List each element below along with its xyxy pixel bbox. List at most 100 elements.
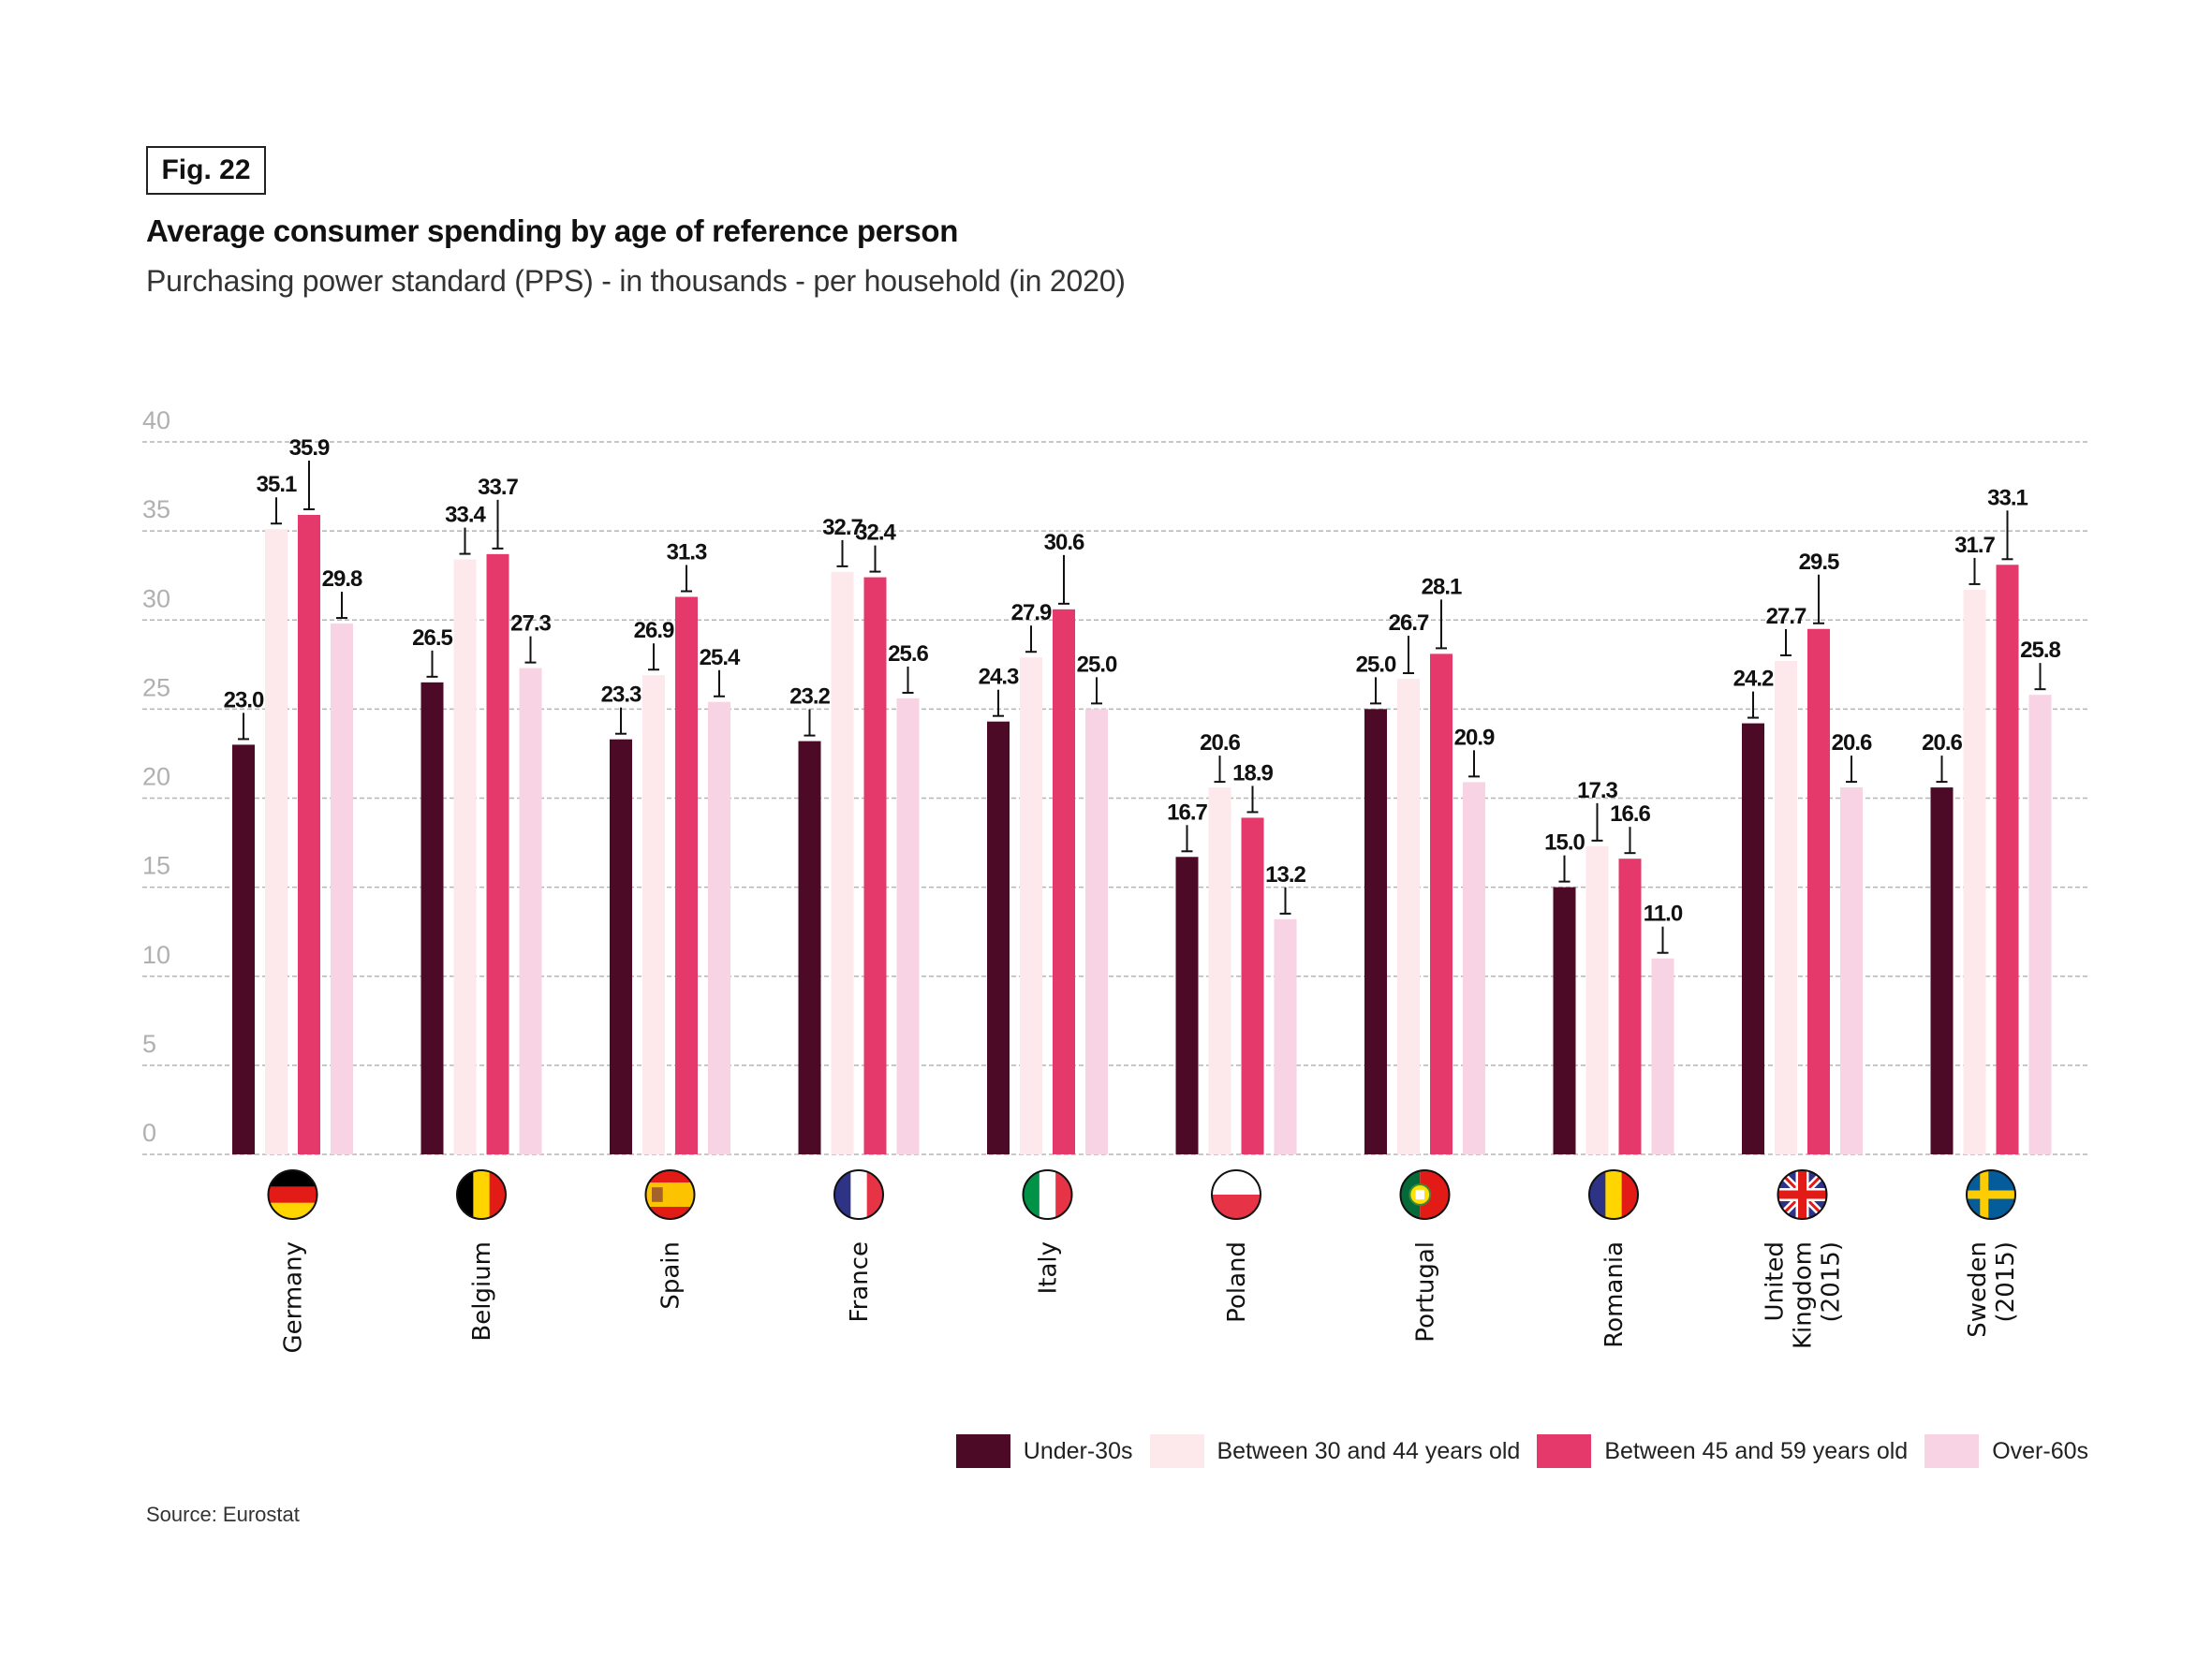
y-tick-label: 20 <box>142 763 170 791</box>
data-label: 25.0 <box>1077 652 1117 677</box>
bar <box>1618 859 1642 1154</box>
flag-border <box>833 1169 884 1220</box>
x-category-label: (2015) <box>1992 1241 2020 1322</box>
bar <box>232 744 255 1154</box>
legend-label: Over-60s <box>1992 1437 2088 1464</box>
legend-label: Under-30s <box>1023 1437 1133 1464</box>
bar <box>1807 628 1830 1154</box>
bar <box>863 577 887 1154</box>
data-label: 26.7 <box>1389 610 1429 636</box>
bar <box>1996 565 2019 1154</box>
bar <box>1430 653 1453 1154</box>
data-label: 24.2 <box>1733 667 1774 692</box>
bar <box>1364 709 1387 1154</box>
data-label: 33.4 <box>445 503 486 528</box>
x-category-label: Belgium <box>468 1241 496 1342</box>
bar <box>1274 918 1297 1154</box>
bar <box>519 668 542 1154</box>
bar <box>1053 609 1075 1154</box>
data-label: 20.6 <box>1832 730 1872 756</box>
bar <box>610 739 632 1154</box>
legend-item-30-44: Between 30 and 44 years old <box>1149 1434 1521 1468</box>
data-label: 27.7 <box>1766 604 1806 629</box>
chart-title: Average consumer spending by age of refe… <box>146 213 959 248</box>
data-label: 27.9 <box>1011 600 1052 625</box>
x-category-label: (2015) <box>1818 1241 1846 1322</box>
x-category-label: Kingdom <box>1790 1241 1818 1349</box>
legend: Under-30s Between 30 and 44 years old Be… <box>939 1434 2088 1468</box>
chart-subtitle: Purchasing power standard (PPS) - in tho… <box>146 264 1126 298</box>
data-label: 17.3 <box>1577 778 1617 803</box>
data-label: 32.7 <box>822 515 863 540</box>
data-label: 26.9 <box>634 618 674 643</box>
x-category-label: Poland <box>1223 1241 1251 1323</box>
x-category-label: Spain <box>657 1241 686 1310</box>
data-label: 25.4 <box>700 645 741 670</box>
bar <box>1930 787 1954 1154</box>
x-category-label: Portugal <box>1412 1241 1440 1343</box>
bar <box>708 701 730 1154</box>
legend-swatch <box>1149 1434 1204 1468</box>
flag-border <box>644 1169 696 1220</box>
y-tick-label: 0 <box>142 1119 156 1147</box>
bar <box>298 515 320 1154</box>
x-category-label: Romania <box>1600 1241 1629 1348</box>
data-label: 11.0 <box>1644 902 1683 927</box>
bar <box>265 529 288 1154</box>
bar <box>1553 887 1576 1154</box>
data-label: 28.1 <box>1422 574 1462 599</box>
legend-swatch <box>1924 1434 1980 1468</box>
bar <box>1585 845 1609 1154</box>
data-label: 16.6 <box>1610 801 1650 827</box>
data-label: 33.7 <box>478 475 518 500</box>
data-label: 16.7 <box>1167 800 1207 825</box>
legend-label: Between 45 and 59 years old <box>1604 1437 1909 1464</box>
data-label: 20.6 <box>1200 730 1240 756</box>
data-label: 35.9 <box>289 435 330 461</box>
flag-border <box>1588 1169 1639 1220</box>
bar <box>1742 723 1764 1154</box>
data-label: 23.2 <box>789 684 830 710</box>
legend-swatch <box>1537 1434 1592 1468</box>
legend-item-45-59: Between 45 and 59 years old <box>1537 1434 1908 1468</box>
data-label: 30.6 <box>1044 530 1084 555</box>
data-label: 26.5 <box>412 625 452 651</box>
source-note: Source: Eurostat <box>146 1503 300 1526</box>
data-label: 18.9 <box>1232 760 1273 785</box>
bar <box>1463 782 1485 1154</box>
data-label: 20.9 <box>1454 725 1495 750</box>
data-label: 23.3 <box>601 683 641 708</box>
bar <box>642 675 665 1154</box>
bar <box>798 741 821 1154</box>
bar <box>896 697 920 1154</box>
x-category-label: United <box>1762 1241 1790 1321</box>
data-label: 25.6 <box>888 641 928 667</box>
data-label: 25.8 <box>2020 638 2060 663</box>
portugal-flag-icon <box>1400 1170 1450 1219</box>
data-label: 25.0 <box>1356 652 1396 677</box>
bar <box>987 721 1010 1154</box>
bar <box>1085 709 1108 1154</box>
data-label: 29.5 <box>1799 550 1839 575</box>
legend-label: Between 30 and 44 years old <box>1217 1437 1521 1464</box>
data-label: 29.8 <box>322 566 362 592</box>
bar <box>1020 657 1042 1154</box>
x-category-label: France <box>846 1241 874 1322</box>
x-category-label: Sweden <box>1964 1241 1992 1338</box>
flag-border <box>1777 1169 1828 1220</box>
data-label: 27.3 <box>510 611 551 637</box>
data-label: 24.3 <box>979 665 1019 690</box>
flag-border <box>1022 1169 1073 1220</box>
y-tick-label: 15 <box>142 852 170 880</box>
data-label: 33.1 <box>1987 485 2028 510</box>
x-category-label: Italy <box>1035 1241 1063 1294</box>
y-tick-label: 35 <box>142 495 170 523</box>
legend-item-over-60s: Over-60s <box>1924 1434 2088 1468</box>
bar <box>675 596 698 1154</box>
data-label: 15.0 <box>1544 830 1585 856</box>
flag-border <box>456 1169 507 1220</box>
bar <box>1175 857 1199 1154</box>
flag-border <box>1966 1169 2016 1220</box>
x-category-label: Germany <box>280 1241 308 1354</box>
figure-label: Fig. 22 <box>146 146 266 195</box>
